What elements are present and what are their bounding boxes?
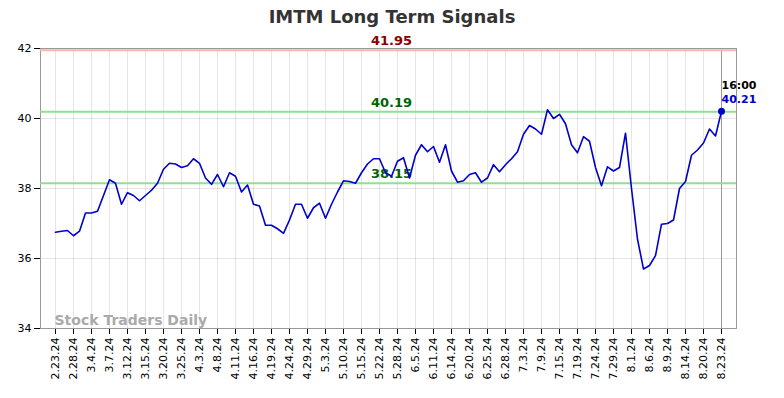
- svg-text:7.9.24: 7.9.24: [535, 338, 548, 373]
- svg-text:3.25.24: 3.25.24: [175, 338, 188, 380]
- svg-text:6.14.24: 6.14.24: [445, 338, 458, 380]
- svg-text:8.23.24: 8.23.24: [715, 338, 728, 380]
- svg-text:4.8.24: 4.8.24: [211, 338, 224, 373]
- svg-text:4.29.24: 4.29.24: [301, 338, 314, 380]
- svg-text:40: 40: [18, 112, 32, 125]
- svg-text:38: 38: [18, 182, 32, 195]
- svg-text:8.6.24: 8.6.24: [643, 338, 656, 373]
- svg-text:40.21: 40.21: [722, 93, 757, 106]
- svg-text:6.20.24: 6.20.24: [463, 338, 476, 380]
- svg-text:3.4.24: 3.4.24: [85, 338, 98, 373]
- svg-text:3.20.24: 3.20.24: [157, 338, 170, 380]
- svg-text:4.11.24: 4.11.24: [229, 338, 242, 380]
- html-text:IMTM Long Term Signals: IMTM Long Term Signals: [268, 6, 516, 27]
- svg-text:7.19.24: 7.19.24: [571, 338, 584, 380]
- svg-text:7.24.24: 7.24.24: [589, 338, 602, 380]
- svg-text:6.28.24: 6.28.24: [499, 338, 512, 380]
- svg-text:5.28.24: 5.28.24: [391, 338, 404, 380]
- svg-text:5.15.24: 5.15.24: [355, 338, 368, 380]
- svg-text:6.5.24: 6.5.24: [409, 338, 422, 373]
- svg-text:36: 36: [18, 252, 32, 265]
- svg-text:7.15.24: 7.15.24: [553, 338, 566, 380]
- svg-text:8.9.24: 8.9.24: [661, 338, 674, 373]
- svg-text:5.22.24: 5.22.24: [373, 338, 386, 380]
- svg-text:8.20.24: 8.20.24: [697, 338, 710, 380]
- svg-text:3.15.24: 3.15.24: [139, 338, 152, 380]
- svg-text:38.15: 38.15: [371, 166, 412, 181]
- svg-text:34: 34: [18, 322, 32, 335]
- svg-text:3.12.24: 3.12.24: [121, 338, 134, 380]
- svg-text:6.11.24: 6.11.24: [427, 338, 440, 380]
- svg-text:16:00: 16:00: [722, 79, 757, 92]
- svg-text:7.3.24: 7.3.24: [517, 338, 530, 373]
- svg-text:42: 42: [18, 42, 32, 55]
- svg-text:4.19.24: 4.19.24: [265, 338, 278, 380]
- svg-text:4.24.24: 4.24.24: [283, 338, 296, 380]
- svg-text:2.28.24: 2.28.24: [67, 338, 80, 380]
- svg-text:7.29.24: 7.29.24: [607, 338, 620, 380]
- svg-text:8.14.24: 8.14.24: [679, 338, 692, 380]
- svg-text:5.10.24: 5.10.24: [337, 338, 350, 380]
- svg-text:41.95: 41.95: [371, 34, 412, 48]
- svg-text:Stock Traders Daily: Stock Traders Daily: [55, 312, 208, 328]
- svg-text:4.3.24: 4.3.24: [193, 338, 206, 373]
- svg-text:6.25.24: 6.25.24: [481, 338, 494, 380]
- svg-text:3.7.24: 3.7.24: [103, 338, 116, 373]
- svg-text:8.1.24: 8.1.24: [625, 338, 638, 373]
- svg-text:4.16.24: 4.16.24: [247, 338, 260, 380]
- svg-text:40.19: 40.19: [371, 95, 412, 110]
- svg-text:2.23.24: 2.23.24: [49, 338, 62, 380]
- svg-text:5.3.24: 5.3.24: [319, 338, 332, 373]
